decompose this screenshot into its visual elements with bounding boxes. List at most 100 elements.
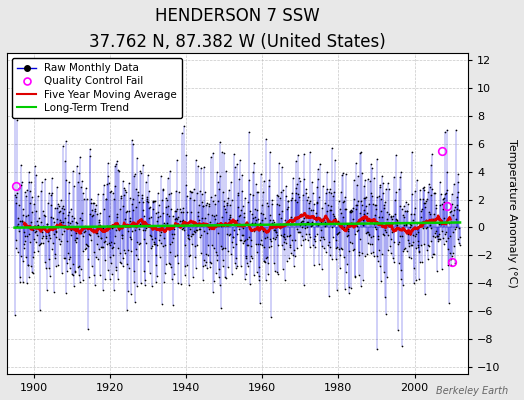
Point [415,248,423,254]
Point [412,230,420,237]
Point [183,193,191,200]
Point [41,213,49,219]
Point [442,189,450,196]
Point [95,209,104,216]
Point [238,232,247,238]
Point [247,237,255,244]
Point [75,215,84,221]
Point [272,200,281,207]
Point [317,227,325,234]
Point [127,236,135,242]
Point [168,276,176,282]
Point [390,197,399,203]
Point [400,222,408,229]
Point [119,192,128,198]
Point [278,164,287,170]
Point [161,261,170,268]
Point [176,218,184,225]
Point [275,202,283,208]
Point [218,214,226,220]
Point [124,227,132,234]
Point [271,229,280,236]
Point [273,192,281,198]
Point [143,196,151,202]
Point [52,228,60,234]
Point [423,196,431,202]
Point [69,261,78,268]
Point [298,233,307,239]
Point [150,241,158,248]
Point [374,236,383,242]
Point [435,221,444,228]
Point [319,220,328,226]
Point [160,235,169,241]
Point [425,184,434,191]
Point [138,198,147,205]
Point [119,203,127,210]
Point [421,290,429,297]
Point [276,195,284,202]
Point [308,178,316,185]
Point [232,230,241,237]
Point [179,209,188,215]
Point [391,189,400,196]
Point [348,205,357,211]
Point [452,216,461,222]
Point [357,198,365,204]
Point [311,216,320,223]
Point [409,239,417,245]
Point [103,222,112,229]
Point [102,196,111,203]
Point [26,200,34,206]
Point [304,237,312,244]
Point [183,232,192,238]
Point [344,228,353,234]
Point [235,176,243,182]
Point [196,226,204,232]
Point [217,246,226,252]
Point [40,212,48,218]
Point [158,186,167,192]
Point [392,216,400,223]
Point [127,248,135,254]
Point [114,245,122,251]
Point [104,160,113,166]
Point [93,230,102,236]
Point [100,239,108,245]
Point [86,153,95,159]
Point [364,200,373,207]
Point [144,257,152,264]
Point [307,213,315,220]
Point [286,232,294,238]
Point [32,207,41,214]
Point [434,216,442,222]
Point [294,152,303,158]
Point [40,225,48,232]
Point [264,271,272,278]
Point [250,220,259,226]
Point [314,215,323,222]
Point [137,170,145,176]
Point [130,299,139,306]
Point [43,200,52,206]
Point [361,211,369,218]
Point [173,260,182,266]
Point [318,204,326,211]
Point [84,243,92,249]
Point [353,228,362,234]
Point [357,170,366,176]
Point [257,217,266,223]
Point [389,213,397,219]
Point [370,221,378,228]
Point [188,231,196,238]
Point [72,238,80,245]
Point [387,250,395,256]
Point [348,222,357,228]
Point [228,239,236,246]
Point [406,224,414,230]
Point [434,238,443,244]
Point [210,278,218,284]
Point [17,252,26,259]
Point [25,274,34,280]
Point [67,226,75,233]
